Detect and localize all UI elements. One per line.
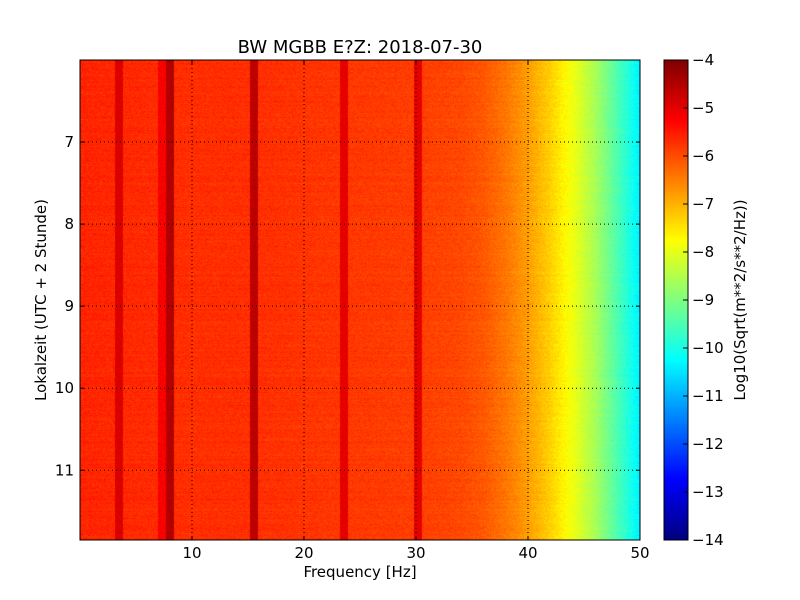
colorbar-tick-label: −8: [692, 243, 714, 261]
colorbar-tick-label: −6: [692, 147, 714, 165]
y-axis-label: Lokalzeit (UTC + 2 Stunde): [32, 199, 50, 401]
colorbar-tick-label: −11: [692, 387, 724, 405]
x-axis-label: Frequency [Hz]: [303, 563, 416, 581]
colorbar-tick-label: −14: [692, 531, 724, 549]
x-tick-label: 10: [182, 544, 201, 562]
plot-area: 10 20 30 40 50 7 8 9 10 11: [55, 59, 650, 562]
colorbar-tick-label: −13: [692, 483, 724, 501]
plot-frame: [79, 59, 641, 541]
chart-title: BW MGBB E?Z: 2018-07-30: [238, 37, 483, 58]
grid-lines: [80, 60, 640, 540]
colorbar-tick-label: −5: [692, 99, 714, 117]
colorbar-tick-label: −10: [692, 339, 724, 357]
colorbar-tick-label: −12: [692, 435, 724, 453]
y-tick-label: 11: [55, 461, 74, 479]
colorbar-tick-label: −4: [692, 51, 714, 69]
y-tick-label: 9: [64, 297, 74, 315]
y-tick-label: 10: [55, 379, 74, 397]
spectrogram-heatmap: [80, 60, 640, 540]
colorbar: −4 −5 −6 −7 −8 −9 −10 −11 −12 −13 −14: [663, 51, 724, 549]
colorbar-label: Log10(Sqrt(m**2/s**2/Hz)): [731, 199, 749, 400]
y-axis-ticks: 7 8 9 10 11: [55, 133, 640, 479]
x-axis-ticks: 10 20 30 40 50: [182, 60, 650, 562]
x-tick-label: 20: [294, 544, 313, 562]
x-tick-label: 30: [406, 544, 425, 562]
x-tick-label: 50: [630, 544, 649, 562]
y-tick-label: 8: [64, 215, 74, 233]
colorbar-tick-label: −7: [692, 195, 714, 213]
colorbar-ticks: −4 −5 −6 −7 −8 −9 −10 −11 −12 −13 −14: [683, 51, 724, 549]
colorbar-tick-label: −9: [692, 291, 714, 309]
y-tick-label: 7: [64, 133, 74, 151]
x-tick-label: 40: [518, 544, 537, 562]
